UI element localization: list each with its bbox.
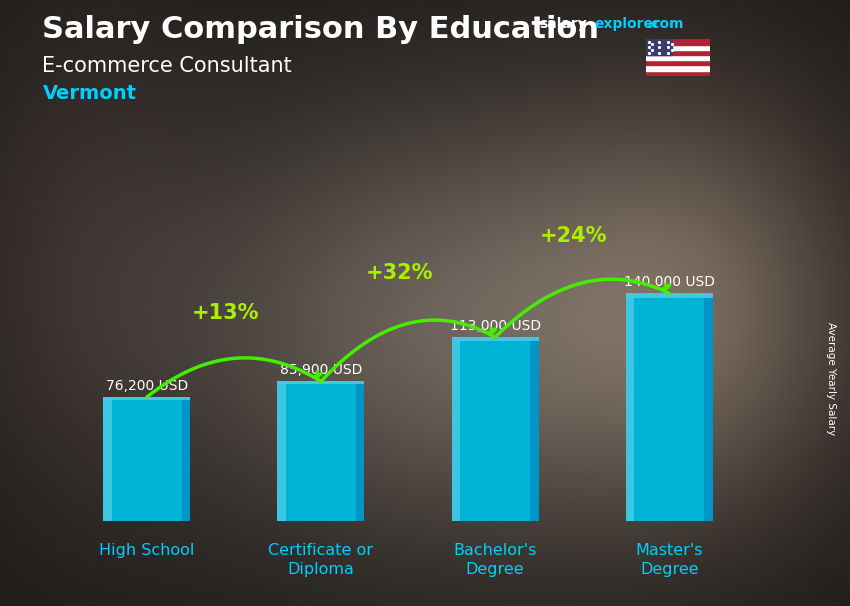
Bar: [626, 293, 713, 298]
Bar: [451, 338, 539, 521]
Text: Vermont: Vermont: [42, 84, 137, 102]
Bar: [277, 381, 365, 384]
Bar: [626, 293, 634, 521]
Bar: [646, 65, 710, 70]
Bar: [646, 39, 710, 45]
Text: .com: .com: [647, 17, 684, 31]
Bar: [646, 50, 710, 55]
Bar: [626, 293, 713, 521]
Text: +13%: +13%: [191, 303, 259, 323]
Text: +32%: +32%: [366, 264, 433, 284]
Bar: [103, 397, 112, 521]
Bar: [277, 381, 365, 521]
Bar: [646, 45, 710, 50]
Bar: [356, 381, 365, 521]
Bar: [451, 338, 460, 521]
Bar: [704, 293, 713, 521]
Text: 113,000 USD: 113,000 USD: [450, 319, 541, 333]
Bar: [277, 381, 286, 521]
Text: Average Yearly Salary: Average Yearly Salary: [826, 322, 836, 435]
Bar: [646, 55, 710, 60]
Bar: [530, 338, 539, 521]
Text: explorer: explorer: [594, 17, 660, 31]
Bar: [646, 60, 710, 65]
Bar: [103, 397, 190, 521]
Text: 76,200 USD: 76,200 USD: [105, 379, 188, 393]
Text: +24%: +24%: [540, 226, 607, 246]
Bar: [646, 70, 710, 76]
Text: 140,000 USD: 140,000 USD: [624, 275, 715, 289]
Bar: [182, 397, 190, 521]
Text: E-commerce Consultant: E-commerce Consultant: [42, 56, 292, 76]
Text: salary: salary: [540, 17, 587, 31]
Text: Salary Comparison By Education: Salary Comparison By Education: [42, 15, 599, 44]
Bar: [103, 397, 190, 399]
Bar: [646, 39, 672, 55]
Bar: [451, 338, 539, 341]
Text: 85,900 USD: 85,900 USD: [280, 363, 362, 377]
